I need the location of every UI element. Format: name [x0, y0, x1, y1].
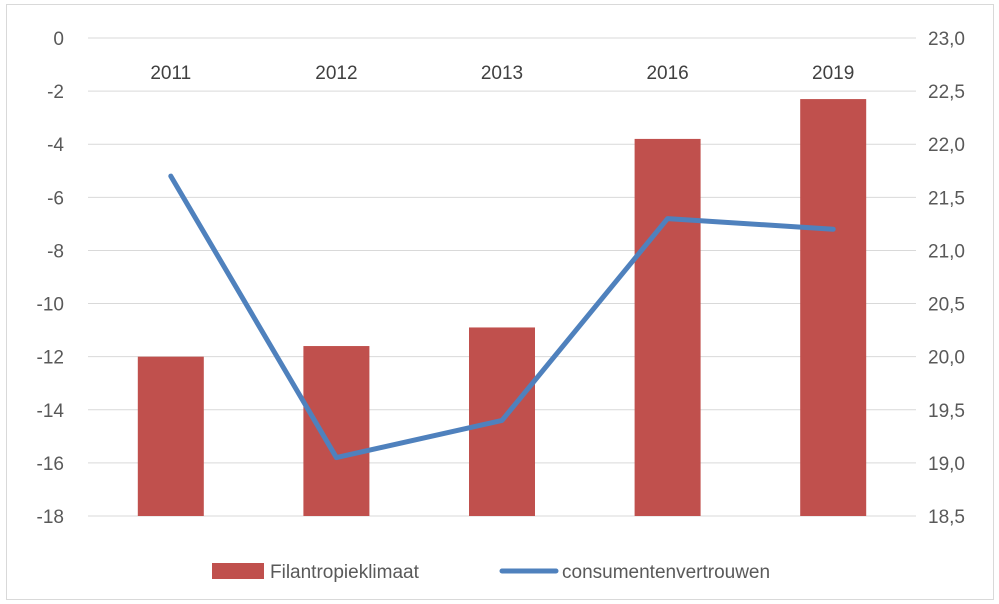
legend-label-consumentenvertrouwen: consumentenvertrouwen — [562, 562, 770, 583]
legend-label-filantropieklimaat: Filantropieklimaat — [270, 562, 420, 583]
right-axis-tick-label: 23,0 — [928, 29, 965, 50]
line-series-consumentenvertrouwen — [168, 173, 836, 461]
right-axis-tick-label: 22,0 — [928, 135, 965, 156]
bar — [137, 356, 204, 516]
bar — [634, 138, 701, 516]
left-axis-tick-label: -16 — [37, 454, 64, 475]
right-axis-tick-label: 21,0 — [928, 241, 965, 262]
left-axis-tick-label: -10 — [37, 295, 64, 316]
line-path — [168, 173, 836, 461]
bar — [303, 346, 370, 516]
category-labels: 2011 2012 2013 2016 2019 — [150, 63, 854, 84]
category-label: 2016 — [646, 63, 688, 84]
category-label: 2019 — [812, 63, 854, 84]
right-axis-tick-labels: 23,0 22,5 22,0 21,5 21,0 20,5 20,0 19,5 19,0 18,5 — [928, 29, 965, 528]
left-axis-tick-label: -14 — [37, 401, 65, 422]
left-axis-tick-label: -18 — [37, 507, 64, 528]
left-axis-tick-label: -4 — [47, 135, 64, 156]
category-label: 2012 — [315, 63, 357, 84]
legend-swatch-filantropieklimaat — [212, 563, 264, 579]
legend: Filantropieklimaat consumentenvertrouwen — [212, 562, 770, 583]
category-label: 2011 — [150, 63, 191, 84]
right-axis-tick-label: 20,0 — [928, 348, 965, 369]
right-axis-tick-label: 19,5 — [928, 401, 965, 422]
left-axis-tick-labels: 0 -2 -4 -6 -8 -10 -12 -14 -16 -18 — [37, 29, 65, 528]
right-axis-tick-label: 20,5 — [928, 295, 965, 316]
left-axis-tick-label: -8 — [47, 241, 64, 262]
right-axis-tick-label: 19,0 — [928, 454, 965, 475]
right-axis-tick-label: 18,5 — [928, 507, 965, 528]
category-label: 2013 — [481, 63, 523, 84]
left-axis-tick-label: -2 — [47, 82, 64, 103]
bar — [800, 99, 867, 517]
left-axis-tick-label: -6 — [47, 188, 64, 209]
left-axis-tick-label: 0 — [53, 29, 64, 50]
left-axis-tick-label: -12 — [37, 348, 64, 369]
right-axis-tick-label: 21,5 — [928, 188, 965, 209]
right-axis-tick-label: 22,5 — [928, 82, 965, 103]
